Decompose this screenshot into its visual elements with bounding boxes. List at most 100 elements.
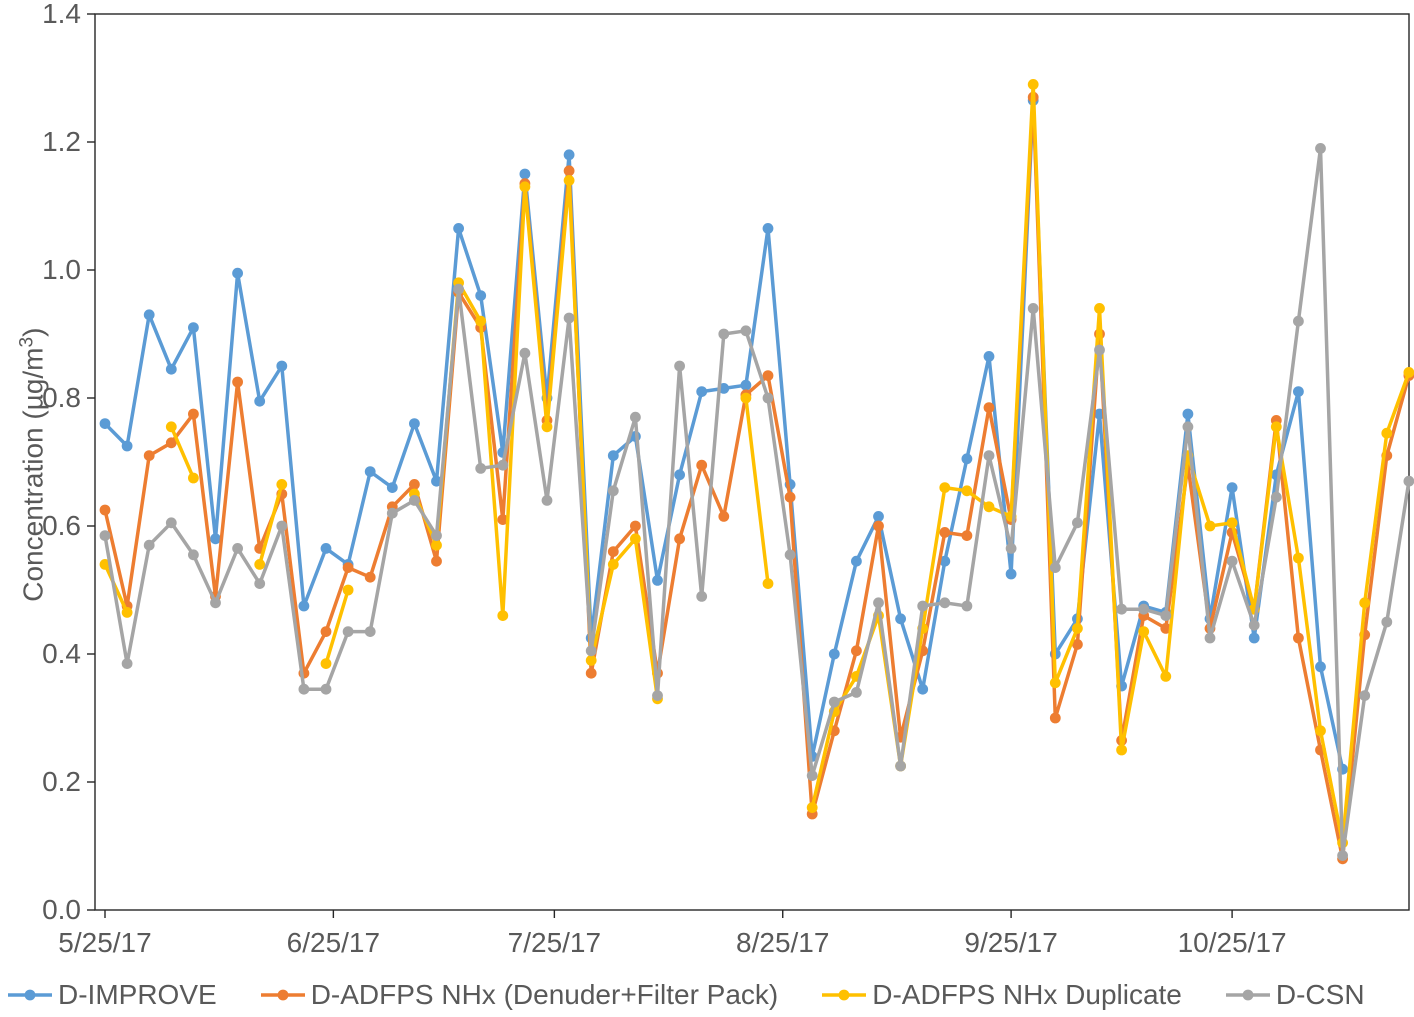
data-point (762, 223, 774, 234)
data-point (1226, 517, 1238, 529)
data-point (99, 504, 111, 516)
data-point (828, 648, 840, 660)
data-point (320, 658, 332, 669)
data-point (342, 562, 354, 573)
legend-label-d-adfps-nhx: D-ADFPS NHx (Denuder+Filter Pack) (310, 979, 779, 1010)
data-point (1072, 639, 1083, 650)
data-point (453, 283, 464, 295)
data-point (188, 549, 199, 561)
data-point (1359, 690, 1371, 701)
data-point (254, 559, 266, 570)
legend-dot (1242, 989, 1254, 1001)
legend-label-d-adfps-nhx-duplicate: D-ADFPS NHx Duplicate (872, 979, 1182, 1010)
data-point (1160, 610, 1172, 621)
data-point (1138, 603, 1150, 615)
y-tick-label: 1.0 (42, 254, 81, 285)
data-point (475, 315, 487, 327)
data-point (961, 453, 973, 465)
data-point (630, 533, 641, 545)
data-point (232, 267, 244, 279)
data-point (1005, 543, 1017, 554)
series-line (103, 95, 1411, 861)
data-point (983, 351, 995, 362)
data-point (939, 482, 951, 493)
data-point (165, 517, 177, 529)
data-point (961, 530, 973, 541)
data-point (497, 459, 509, 471)
data-point (939, 597, 951, 609)
data-point (1027, 79, 1039, 90)
data-point (917, 600, 929, 612)
data-point (1270, 421, 1282, 433)
legend-item-d-improve: D-IMPROVE (8, 979, 217, 1011)
data-point (873, 597, 884, 609)
data-point (917, 683, 929, 695)
data-point (364, 571, 376, 583)
data-point (1094, 303, 1105, 314)
legend-marker-d-improve-icon (8, 989, 52, 1001)
legend-item-d-adfps-nhx: D-ADFPS NHx (Denuder+Filter Pack) (260, 979, 779, 1011)
data-point (696, 386, 708, 397)
y-axis-title-text: Concentration (µg/m (17, 347, 49, 602)
data-point (409, 495, 420, 506)
data-point (188, 472, 199, 484)
data-point (1381, 427, 1393, 439)
data-point (519, 181, 531, 193)
data-point (696, 591, 708, 602)
data-point (431, 539, 442, 551)
data-point (1094, 344, 1105, 356)
data-point (364, 626, 376, 637)
data-point (961, 600, 973, 612)
data-point (674, 469, 685, 481)
legend-item-d-adfps-nhx-duplicate: D-ADFPS NHx Duplicate (822, 979, 1182, 1011)
data-point (342, 584, 354, 596)
data-point (740, 392, 752, 404)
data-point (1182, 421, 1194, 433)
y-tick-label: 0.4 (42, 638, 81, 669)
data-point (674, 533, 685, 545)
x-tick-label: 10/25/17 (1178, 927, 1287, 958)
data-point (143, 309, 155, 321)
data-point (1204, 520, 1216, 532)
legend-marker-d-adfps-nhx-duplicate-icon (822, 989, 867, 1001)
data-point (1182, 408, 1194, 420)
x-tick-label: 7/25/17 (508, 927, 601, 958)
series-d-adfps-nhx-duplicate (99, 79, 1414, 849)
data-point (320, 683, 332, 695)
legend-item-d-csn: D-CSN (1225, 979, 1365, 1011)
data-point (188, 322, 199, 333)
y-axis-title-close: ) (17, 327, 49, 337)
data-point (1226, 482, 1238, 493)
data-point (895, 760, 906, 772)
data-point (851, 687, 862, 698)
data-point (674, 360, 685, 372)
data-point (585, 645, 597, 657)
y-tick-label: 0.6 (42, 510, 81, 541)
data-point (1049, 677, 1061, 689)
data-point (431, 475, 442, 487)
data-point (585, 667, 597, 679)
data-point (1072, 517, 1083, 529)
data-point (828, 696, 840, 708)
data-point (1027, 303, 1039, 314)
data-point (431, 555, 442, 567)
data-point (1315, 661, 1326, 673)
data-point (1160, 623, 1172, 634)
legend-dot (838, 989, 850, 1001)
data-point (386, 482, 398, 493)
legend-marker-d-csn-icon (1225, 989, 1270, 1001)
data-point (652, 575, 663, 586)
x-tick-label: 9/25/17 (964, 927, 1057, 958)
data-point (983, 450, 995, 461)
data-point (121, 440, 133, 452)
data-point (276, 360, 288, 372)
data-point (497, 610, 509, 621)
data-point (1248, 619, 1260, 631)
data-point (165, 363, 177, 375)
data-point (740, 379, 752, 391)
data-point (298, 683, 310, 695)
legend-label-d-improve: D-IMPROVE (58, 979, 217, 1010)
legend-dot (24, 989, 36, 1001)
data-point (497, 514, 509, 525)
